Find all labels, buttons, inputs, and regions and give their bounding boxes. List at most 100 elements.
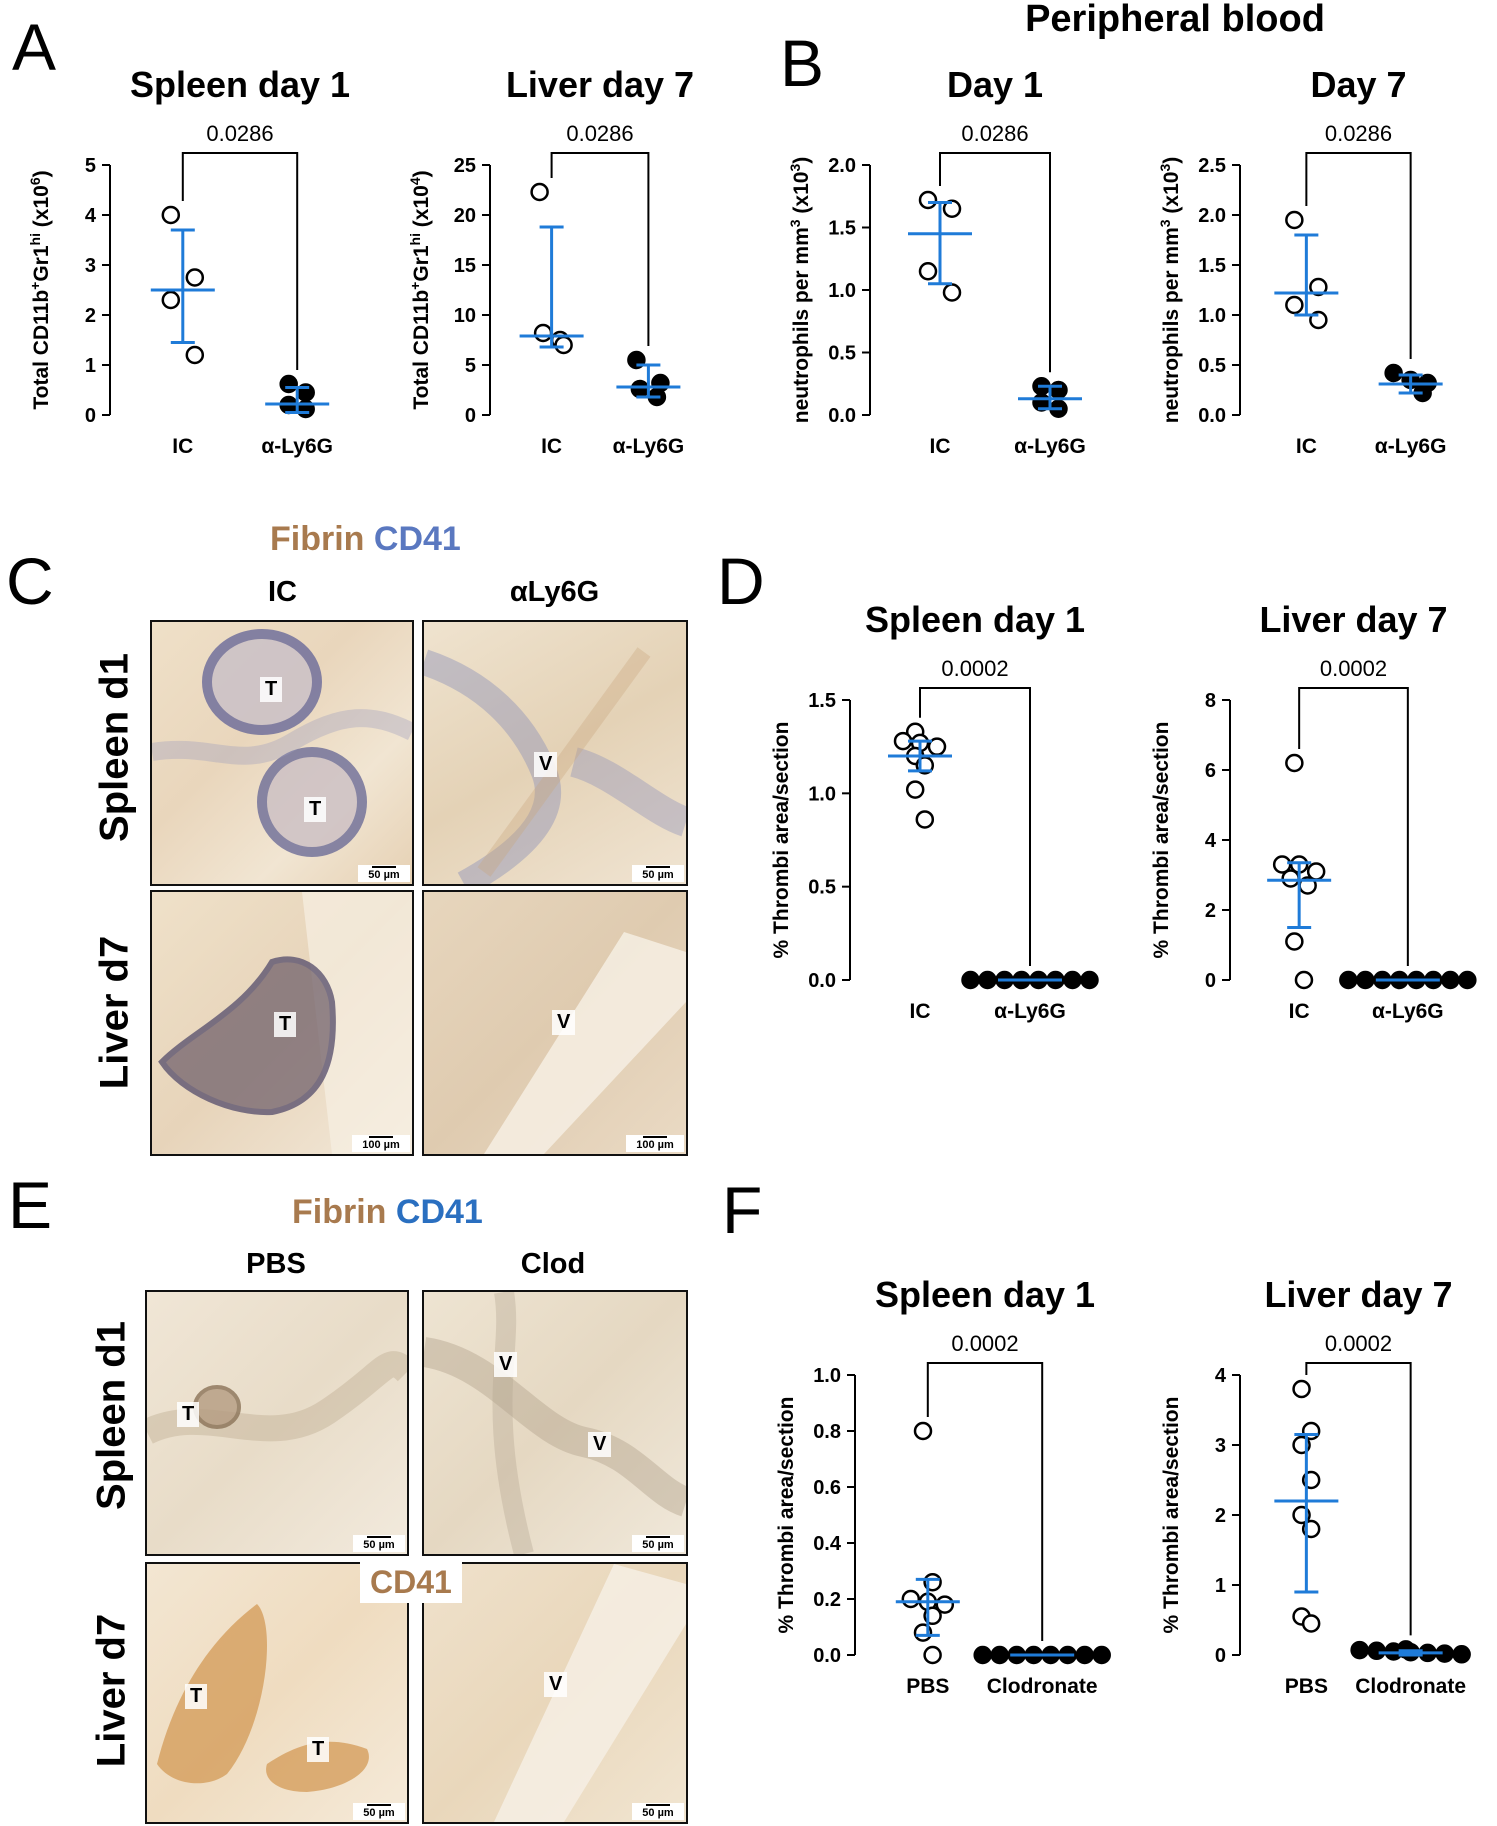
chart-b-day1: Day 1 0.0 0.5 1.0 1.5 2.0 neutrophils per mm3 …	[787, 64, 1086, 458]
y-tick-label: 0.5	[1198, 355, 1226, 377]
data-point	[1063, 970, 1082, 990]
x-category-label: IC	[910, 1000, 931, 1023]
panel-letter-e: E	[8, 1168, 53, 1242]
y-tick-label: 1.0	[828, 280, 856, 302]
data-point	[1080, 970, 1099, 990]
x-category-label: PBS	[906, 1675, 949, 1698]
data-point	[978, 970, 997, 990]
panel-letter-f: F	[722, 1173, 763, 1247]
row-title-spleen-e: Spleen d1	[89, 1321, 134, 1510]
micro-label: V	[552, 1010, 576, 1035]
col-title-ly6g: αLy6G	[509, 576, 600, 608]
data-point	[1350, 1640, 1369, 1660]
y-axis-label: Total CD11b+Gr1hi (x106)	[27, 170, 53, 409]
micro-label: T	[274, 1012, 297, 1037]
y-tick-label: 1.5	[808, 690, 836, 712]
micrograph-liver-ly6g: V 100 µm	[422, 890, 688, 1156]
micro-label: T	[307, 1737, 330, 1762]
y-tick-label: 20	[454, 205, 476, 227]
data-point	[915, 810, 935, 829]
chart-title: Spleen day 1	[130, 64, 350, 105]
chart-title: Spleen day 1	[865, 599, 1085, 640]
stain-cd41-label: CD41	[373, 520, 461, 558]
micrograph-liver-ic-texture	[158, 892, 412, 1154]
y-tick-label: 4	[1205, 830, 1217, 852]
data-point	[1281, 869, 1300, 888]
data-point	[918, 190, 938, 210]
micrograph-liver-ly6g-texture	[484, 932, 686, 1154]
x-category-label: α-Ly6G	[1372, 1000, 1444, 1023]
micro-label: T	[260, 677, 283, 702]
x-category-label: α-Ly6G	[994, 1000, 1066, 1023]
scale-bar-text: 50 µm	[642, 1539, 674, 1551]
data-point	[1356, 970, 1375, 990]
data-point	[961, 970, 980, 990]
y-tick-label: 4	[1215, 1365, 1227, 1387]
data-point	[185, 345, 205, 365]
y-tick-label: 1.0	[813, 1365, 841, 1387]
micro-label: V	[534, 752, 558, 777]
p-value-label: 0.0286	[961, 121, 1028, 146]
y-tick-label: 0.4	[813, 1533, 842, 1555]
x-category-label: PBS	[1285, 1675, 1328, 1698]
x-category-label: IC	[1296, 435, 1317, 458]
scale-bar-text: 50 µm	[642, 869, 674, 881]
data-point	[530, 182, 549, 202]
y-tick-label: 0.2	[813, 1589, 841, 1611]
y-tick-label: 0	[85, 405, 96, 427]
y-tick-label: 1.5	[828, 218, 856, 240]
row-title-liver-c: Liver d7	[92, 935, 137, 1090]
col-title-pbs: PBS	[246, 1248, 306, 1280]
chart-a-spleen: Spleen day 1 0 1 2 3 4 5 Total CD11b+Gr1hi (x10…	[27, 64, 350, 458]
scale-bar-text: 100 µm	[362, 1139, 400, 1151]
y-tick-label: 8	[1205, 690, 1216, 712]
p-value-label: 0.0286	[206, 121, 273, 146]
x-category-label: α-Ly6G	[261, 435, 333, 458]
chart-title: Day 7	[1310, 64, 1406, 105]
chart-title: Liver day 7	[506, 64, 694, 105]
y-tick-label: 1.5	[1198, 255, 1226, 277]
data-point	[1075, 1645, 1094, 1665]
x-category-label: IC	[930, 435, 951, 458]
micrograph-spleen-ic-texture	[152, 629, 412, 857]
row-title-spleen-c: Spleen d1	[92, 653, 137, 842]
scale-bar: 50 µm	[353, 1803, 405, 1820]
x-category-label: Clodronate	[987, 1675, 1098, 1698]
y-tick-label: 0	[1205, 970, 1216, 992]
scale-bar: 50 µm	[632, 1803, 684, 1820]
row-title-liver-e: Liver d7	[89, 1613, 134, 1768]
chart-title: Liver day 7	[1264, 1274, 1452, 1315]
chart-title: Day 1	[947, 64, 1043, 105]
p-value-label: 0.0002	[951, 1331, 1018, 1356]
y-tick-label: 0	[465, 405, 476, 427]
p-value-label: 0.0286	[566, 121, 633, 146]
micrograph-e-spleen-pbs: T 50 µm	[145, 1290, 409, 1556]
micro-label: V	[544, 1672, 568, 1697]
data-point	[1285, 210, 1304, 230]
data-point	[161, 290, 181, 310]
scale-bar: 100 µm	[352, 1135, 410, 1152]
data-point	[905, 780, 925, 799]
data-point	[1452, 1645, 1471, 1664]
panel-letter-a: A	[12, 10, 57, 84]
data-point	[1384, 363, 1403, 383]
y-tick-label: 2	[85, 305, 96, 327]
data-point	[533, 323, 553, 343]
significance-bracket	[550, 152, 650, 346]
data-point	[554, 335, 573, 355]
micrograph-spleen-ic: T T 50 µm	[150, 620, 414, 886]
y-tick-label: 2	[1215, 1505, 1226, 1527]
data-point	[1292, 1379, 1311, 1399]
p-value-label: 0.0286	[1325, 121, 1392, 146]
y-tick-label: 0.0	[808, 970, 836, 992]
chart-f-liver: Liver day 7 0 1 2 3 4 % Thrombi area/section PB…	[1160, 1274, 1471, 1698]
y-tick-label: 3	[85, 255, 96, 277]
data-point	[1367, 1641, 1386, 1661]
y-tick-label: 1.0	[808, 783, 836, 805]
micrograph-e-spleen-clod-texture	[424, 1292, 686, 1554]
significance-bracket	[1305, 152, 1412, 359]
y-tick-label: 25	[454, 155, 476, 177]
scale-bar: 50 µm	[632, 1535, 684, 1552]
y-tick-label: 0.8	[813, 1421, 841, 1443]
x-category-label: α-Ly6G	[1375, 435, 1447, 458]
